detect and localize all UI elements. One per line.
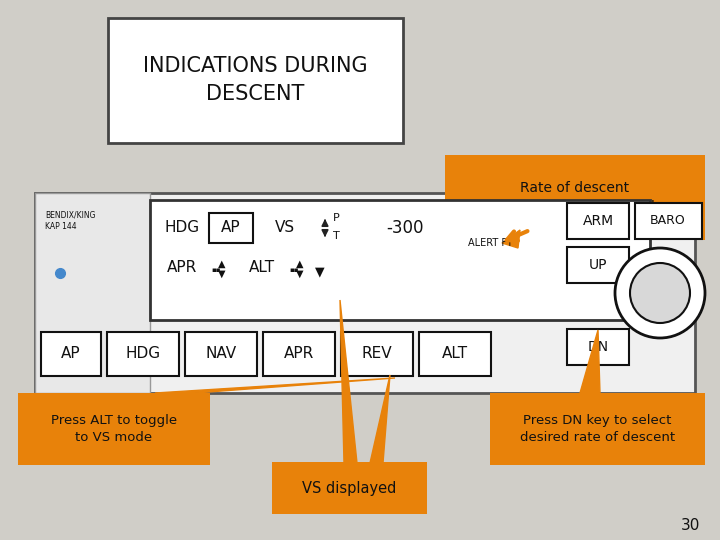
FancyBboxPatch shape (419, 332, 491, 376)
Text: APR: APR (284, 347, 314, 361)
Text: VS: VS (275, 220, 295, 235)
FancyBboxPatch shape (185, 332, 257, 376)
FancyBboxPatch shape (567, 203, 629, 239)
Text: AP: AP (221, 220, 240, 235)
Text: AP: AP (61, 347, 81, 361)
FancyBboxPatch shape (150, 200, 650, 320)
Polygon shape (340, 300, 357, 463)
Polygon shape (502, 230, 520, 248)
Circle shape (615, 248, 705, 338)
FancyBboxPatch shape (209, 213, 253, 243)
FancyBboxPatch shape (635, 203, 702, 239)
Text: INDICATIONS DURING
DESCENT: INDICATIONS DURING DESCENT (143, 57, 368, 105)
Text: ▲: ▲ (218, 259, 226, 269)
Text: Rate of descent
momentarily displayed: Rate of descent momentarily displayed (495, 181, 655, 214)
Text: BARO: BARO (650, 214, 686, 227)
FancyBboxPatch shape (35, 193, 695, 393)
Text: ▼: ▼ (218, 269, 226, 279)
FancyBboxPatch shape (272, 462, 427, 514)
Text: UP: UP (589, 258, 607, 272)
Polygon shape (500, 225, 560, 280)
FancyBboxPatch shape (445, 155, 705, 240)
Circle shape (630, 263, 690, 323)
Text: REV: REV (361, 347, 392, 361)
Text: Press DN key to select
desired rate of descent: Press DN key to select desired rate of d… (520, 414, 675, 444)
Text: ▲: ▲ (296, 259, 304, 269)
Text: T: T (333, 231, 340, 241)
Polygon shape (155, 378, 395, 393)
Text: 30: 30 (680, 517, 700, 532)
Text: HDG: HDG (125, 347, 161, 361)
Text: ▪▪: ▪▪ (289, 267, 299, 273)
FancyBboxPatch shape (18, 393, 210, 465)
Text: -300: -300 (386, 219, 424, 237)
FancyBboxPatch shape (567, 247, 629, 283)
FancyBboxPatch shape (107, 332, 179, 376)
FancyBboxPatch shape (108, 18, 403, 143)
Text: P   R: P R (53, 334, 84, 348)
Text: ALT: ALT (442, 347, 468, 361)
Text: VS displayed: VS displayed (302, 481, 397, 496)
FancyBboxPatch shape (490, 393, 705, 465)
Polygon shape (370, 375, 390, 463)
Text: ARM: ARM (582, 214, 613, 228)
Text: NAV: NAV (205, 347, 237, 361)
Text: ALT: ALT (249, 260, 275, 275)
Text: APR: APR (167, 260, 197, 275)
FancyBboxPatch shape (41, 332, 101, 376)
Text: Press ALT to toggle
to VS mode: Press ALT to toggle to VS mode (51, 414, 177, 444)
Text: ▼: ▼ (296, 269, 304, 279)
FancyBboxPatch shape (263, 332, 335, 376)
FancyBboxPatch shape (341, 332, 413, 376)
Text: DN: DN (588, 340, 608, 354)
Text: ▼: ▼ (315, 266, 325, 279)
Text: P: P (333, 213, 340, 223)
Text: BENDIX/KING
KAP 144: BENDIX/KING KAP 144 (45, 211, 96, 231)
FancyBboxPatch shape (35, 193, 150, 393)
Text: HDG: HDG (164, 220, 199, 235)
Text: ▪▪: ▪▪ (211, 267, 221, 273)
Polygon shape (580, 330, 600, 393)
FancyBboxPatch shape (567, 329, 629, 365)
Text: ALERT FT: ALERT FT (467, 238, 513, 248)
